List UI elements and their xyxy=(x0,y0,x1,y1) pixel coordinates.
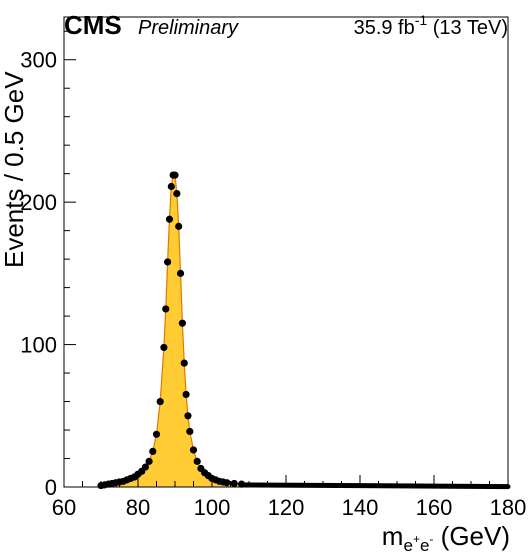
data-point xyxy=(182,390,190,399)
data-point xyxy=(230,479,238,488)
data-point xyxy=(164,258,172,266)
data-point xyxy=(145,457,153,465)
data-point xyxy=(175,222,183,230)
preliminary-label: Preliminary xyxy=(138,17,239,39)
data-points-tail xyxy=(239,482,511,490)
data-point xyxy=(141,463,149,471)
x-axis-title-sup-minus: - xyxy=(429,532,433,546)
x-tick-label: 100 xyxy=(194,495,231,520)
data-point xyxy=(180,359,188,367)
x-axis-title-sub-e1: e xyxy=(403,536,412,554)
x-axis-title-sub-e2: e xyxy=(420,536,429,554)
data-point xyxy=(184,412,192,420)
y-tick-label: 0 xyxy=(45,475,57,500)
x-tick-label: 180 xyxy=(490,495,527,520)
plot-area xyxy=(97,171,511,490)
y-tick-label: 200 xyxy=(20,190,57,215)
x-axis-title-sup-plus: + xyxy=(413,532,420,546)
data-point xyxy=(186,427,194,436)
plot-frame xyxy=(63,16,509,488)
data-point xyxy=(160,343,168,352)
data-point xyxy=(167,182,175,191)
cms-label: CMS xyxy=(64,10,122,40)
y-tick-label: 100 xyxy=(20,333,57,358)
data-point xyxy=(176,269,185,277)
y-axis-title: Events / 0.5 GeV xyxy=(0,71,29,268)
luminosity-exponent: -1 xyxy=(415,12,428,28)
luminosity-energy: (13 TeV) xyxy=(433,17,508,39)
data-point xyxy=(152,430,161,438)
data-point xyxy=(173,190,181,198)
x-axis-title-unit: (GeV) xyxy=(441,521,510,551)
x-tick-label: 80 xyxy=(126,495,150,520)
luminosity-value: 35.9 fb xyxy=(354,17,415,39)
data-point xyxy=(165,215,174,223)
signal-histogram xyxy=(100,174,508,488)
x-axis-title: me+e- (GeV) xyxy=(382,521,510,554)
data-point xyxy=(156,397,164,406)
histogram-fill xyxy=(101,175,508,487)
x-tick-label: 140 xyxy=(342,495,379,520)
data-point xyxy=(189,446,198,454)
data-point xyxy=(171,171,179,179)
x-axis-title-space xyxy=(433,521,440,551)
data-point xyxy=(193,457,201,465)
data-point xyxy=(149,447,157,455)
x-axis-ticks: 60 80 100 120 140 160 180 xyxy=(52,475,527,520)
data-point xyxy=(223,479,231,487)
luminosity-label: 35.9 fb-1 (13 TeV) xyxy=(354,12,508,39)
x-tick-label: 60 xyxy=(52,495,76,520)
x-axis-title-base: m xyxy=(382,521,404,551)
data-point xyxy=(162,305,170,313)
y-axis-ticks: 0 100 200 300 xyxy=(20,30,76,500)
y-tick-label: 300 xyxy=(20,48,57,73)
data-point xyxy=(178,319,186,327)
x-tick-label: 120 xyxy=(268,495,305,520)
x-tick-label: 160 xyxy=(416,495,453,520)
